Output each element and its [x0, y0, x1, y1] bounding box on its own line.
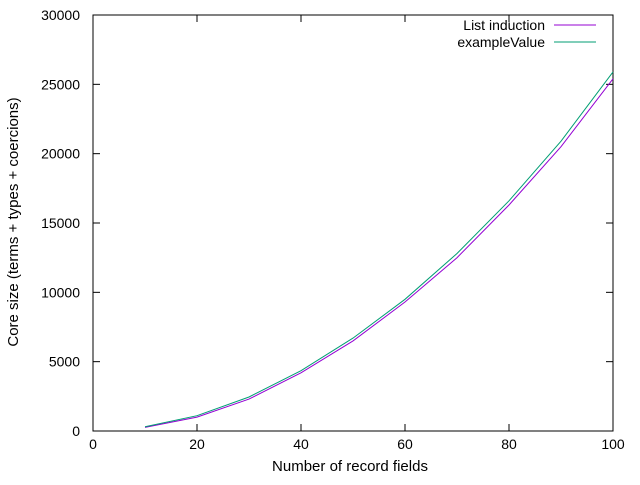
- series-line-2: [144, 71, 614, 428]
- y-tick-label: 30000: [41, 7, 80, 23]
- y-axis: 0 5000 10000 15000 20000 25000 30000: [41, 7, 613, 439]
- y-tick-label: 5000: [49, 354, 80, 370]
- y-axis-title: Core size (terms + types + coercions): [5, 97, 22, 346]
- series-lines: [144, 71, 614, 428]
- y-tick-label: 20000: [41, 146, 80, 162]
- x-tick-label: 0: [89, 436, 97, 452]
- y-tick-label: 15000: [41, 215, 80, 231]
- x-tick-label: 100: [601, 436, 625, 452]
- x-axis: 0 20 40 60 80 100: [89, 15, 625, 452]
- y-tick-label: 0: [72, 423, 80, 439]
- plot-frame: [92, 14, 614, 432]
- x-tick-label: 20: [189, 436, 205, 452]
- x-tick-label: 80: [501, 436, 517, 452]
- y-tick-label: 25000: [41, 76, 80, 92]
- x-axis-title: Number of record fields: [272, 458, 428, 475]
- x-tick-label: 60: [397, 436, 413, 452]
- series-line-1: [144, 78, 614, 428]
- legend-label: exampleValue: [457, 34, 545, 50]
- y-tick-label: 10000: [41, 284, 80, 300]
- legend-label: List induction: [463, 17, 545, 33]
- x-tick-label: 40: [293, 436, 309, 452]
